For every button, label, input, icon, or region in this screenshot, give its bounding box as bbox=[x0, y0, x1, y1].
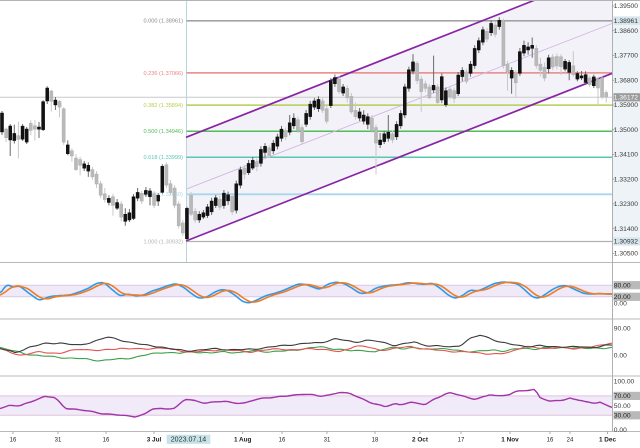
svg-text:0.000 (1.38961): 0.000 (1.38961) bbox=[144, 19, 184, 25]
svg-text:0.00: 0.00 bbox=[614, 301, 627, 308]
svg-text:100.00: 100.00 bbox=[614, 379, 635, 386]
svg-text:17: 17 bbox=[458, 438, 465, 444]
svg-text:31: 31 bbox=[55, 438, 62, 444]
svg-text:1.36172: 1.36172 bbox=[614, 95, 638, 102]
svg-text:1.32300: 1.32300 bbox=[614, 201, 638, 208]
svg-text:1.30932: 1.30932 bbox=[614, 239, 638, 246]
svg-text:3 Jul: 3 Jul bbox=[147, 437, 162, 444]
svg-text:16: 16 bbox=[547, 438, 554, 444]
svg-text:1.000 (1.30932): 1.000 (1.30932) bbox=[144, 239, 184, 245]
svg-text:90.00: 90.00 bbox=[614, 326, 631, 333]
svg-text:1.38961: 1.38961 bbox=[614, 18, 638, 25]
svg-text:1.31400: 1.31400 bbox=[614, 226, 638, 233]
svg-text:0.500 (1.34946): 0.500 (1.34946) bbox=[144, 129, 184, 135]
svg-text:1.38600: 1.38600 bbox=[614, 28, 638, 35]
svg-text:1 Dec: 1 Dec bbox=[599, 437, 616, 444]
svg-text:1 Nov: 1 Nov bbox=[501, 437, 519, 444]
svg-text:1.34100: 1.34100 bbox=[614, 152, 638, 159]
svg-text:1.36800: 1.36800 bbox=[614, 77, 638, 84]
svg-text:16: 16 bbox=[10, 438, 17, 444]
svg-text:30.00: 30.00 bbox=[614, 413, 631, 420]
svg-text:18: 18 bbox=[372, 438, 379, 444]
svg-text:1.35000: 1.35000 bbox=[614, 127, 638, 134]
svg-text:0.00: 0.00 bbox=[614, 427, 627, 434]
svg-text:1.30500: 1.30500 bbox=[614, 251, 638, 258]
svg-text:1.37700: 1.37700 bbox=[614, 53, 638, 60]
svg-text:1.33200: 1.33200 bbox=[614, 176, 638, 183]
svg-text:1.39500: 1.39500 bbox=[614, 3, 638, 10]
svg-text:1.35900: 1.35900 bbox=[614, 102, 638, 109]
svg-text:2 Oct: 2 Oct bbox=[412, 437, 429, 444]
svg-text:0.236 (1.37066): 0.236 (1.37066) bbox=[144, 71, 184, 77]
svg-text:24: 24 bbox=[567, 438, 574, 444]
svg-text:0.786 (1.32650): 0.786 (1.32650) bbox=[144, 192, 184, 198]
svg-text:16: 16 bbox=[103, 438, 110, 444]
svg-text:70.00: 70.00 bbox=[614, 393, 631, 400]
svg-text:31: 31 bbox=[324, 438, 331, 444]
svg-text:20.00: 20.00 bbox=[614, 294, 631, 301]
svg-text:0.618 (1.33999): 0.618 (1.33999) bbox=[144, 155, 184, 161]
svg-text:0.00: 0.00 bbox=[614, 353, 627, 360]
svg-text:2023.07.14: 2023.07.14 bbox=[171, 436, 207, 444]
svg-text:16: 16 bbox=[279, 438, 286, 444]
svg-text:0.382 (1.35894): 0.382 (1.35894) bbox=[144, 103, 184, 109]
svg-text:1 Aug: 1 Aug bbox=[234, 437, 252, 444]
svg-text:50.00: 50.00 bbox=[614, 403, 631, 410]
svg-text:80.00: 80.00 bbox=[614, 282, 631, 289]
